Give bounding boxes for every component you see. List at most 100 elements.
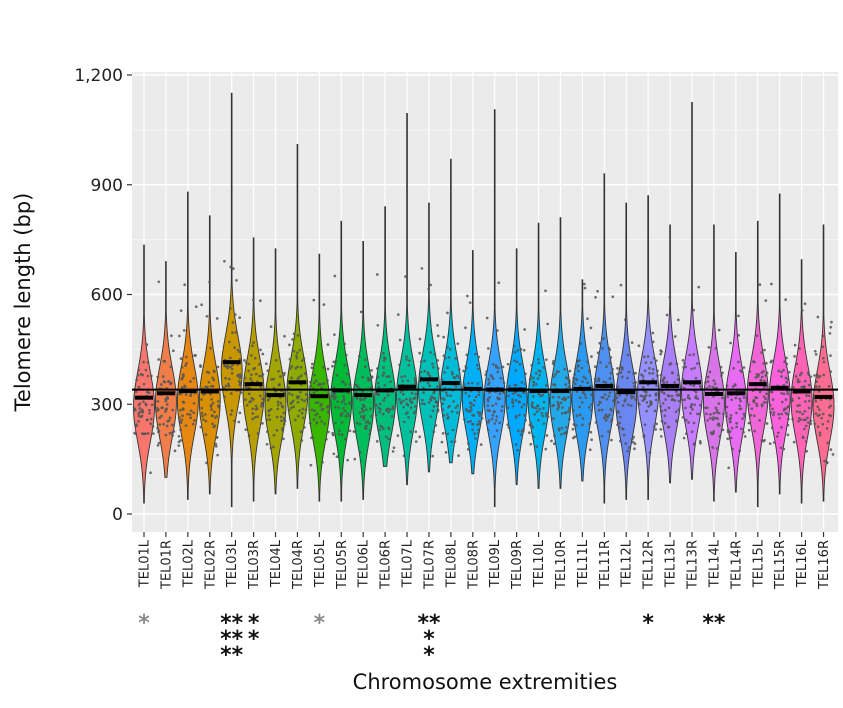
data-point bbox=[494, 419, 498, 422]
data-point bbox=[660, 409, 664, 413]
x-tick-label: TEL16R bbox=[817, 540, 832, 590]
data-point bbox=[254, 372, 258, 376]
data-point bbox=[363, 358, 367, 362]
data-point bbox=[803, 379, 807, 383]
data-point bbox=[528, 423, 532, 427]
data-point bbox=[362, 414, 366, 418]
data-point bbox=[193, 419, 196, 422]
data-point bbox=[288, 343, 291, 347]
data-point bbox=[514, 416, 518, 419]
data-point bbox=[829, 448, 833, 451]
data-point bbox=[227, 382, 230, 386]
data-point bbox=[201, 414, 205, 418]
x-tick-label: TEL13R bbox=[686, 540, 701, 590]
data-point bbox=[616, 367, 619, 370]
data-point bbox=[183, 385, 187, 389]
mean-bar-TEL02L bbox=[178, 389, 197, 394]
data-point bbox=[708, 370, 712, 374]
data-point bbox=[299, 390, 302, 394]
data-point bbox=[513, 359, 517, 363]
data-point bbox=[230, 372, 234, 375]
data-point bbox=[756, 375, 760, 378]
data-point bbox=[502, 381, 506, 385]
data-point bbox=[258, 374, 262, 378]
data-point bbox=[294, 367, 298, 370]
data-point bbox=[477, 431, 480, 435]
data-point bbox=[654, 393, 658, 396]
data-point bbox=[442, 398, 446, 401]
data-point bbox=[326, 430, 330, 434]
data-point bbox=[632, 372, 635, 375]
data-point bbox=[551, 395, 555, 399]
data-point bbox=[269, 325, 273, 329]
data-point bbox=[177, 440, 181, 444]
data-point bbox=[264, 362, 268, 366]
data-point bbox=[817, 390, 821, 393]
data-point bbox=[698, 440, 702, 443]
data-point bbox=[347, 414, 351, 418]
data-point bbox=[573, 372, 577, 376]
data-point bbox=[199, 425, 203, 429]
data-point bbox=[770, 282, 773, 286]
data-point bbox=[407, 363, 411, 367]
data-point bbox=[794, 375, 798, 378]
data-point bbox=[578, 359, 581, 362]
data-point bbox=[298, 348, 302, 352]
data-point bbox=[275, 415, 279, 419]
data-point bbox=[149, 417, 153, 421]
data-point bbox=[529, 421, 532, 425]
data-point bbox=[593, 380, 597, 384]
data-point bbox=[491, 413, 495, 417]
data-point bbox=[560, 411, 564, 415]
data-point bbox=[211, 401, 215, 405]
data-point bbox=[771, 398, 775, 402]
data-point bbox=[215, 415, 218, 418]
data-point bbox=[346, 458, 349, 462]
data-point bbox=[491, 377, 495, 380]
data-point bbox=[311, 362, 314, 366]
data-point bbox=[815, 380, 819, 383]
data-point bbox=[659, 435, 663, 438]
data-point bbox=[243, 359, 246, 362]
data-point bbox=[233, 346, 236, 350]
data-point bbox=[244, 398, 247, 401]
data-point bbox=[249, 399, 253, 403]
data-point bbox=[171, 434, 174, 437]
data-point bbox=[450, 440, 454, 444]
data-point bbox=[563, 411, 567, 415]
data-point bbox=[471, 422, 474, 426]
data-point bbox=[765, 392, 768, 396]
data-point bbox=[247, 392, 251, 396]
data-point bbox=[447, 356, 451, 359]
data-point bbox=[705, 406, 709, 410]
data-point bbox=[157, 280, 161, 284]
data-point bbox=[310, 408, 314, 412]
data-point bbox=[760, 403, 764, 406]
data-point bbox=[667, 394, 671, 398]
data-point bbox=[552, 417, 555, 420]
data-point bbox=[261, 422, 264, 425]
data-point bbox=[648, 451, 652, 454]
data-point bbox=[589, 430, 593, 434]
data-point bbox=[813, 422, 817, 426]
data-point bbox=[647, 405, 650, 408]
data-point bbox=[820, 416, 824, 420]
data-point bbox=[214, 444, 218, 448]
data-point bbox=[431, 362, 434, 366]
data-point bbox=[343, 409, 347, 413]
data-point bbox=[469, 408, 473, 411]
data-point bbox=[568, 369, 572, 373]
data-point bbox=[596, 351, 600, 355]
data-point bbox=[231, 321, 235, 324]
data-point bbox=[671, 371, 674, 375]
data-point bbox=[448, 347, 452, 351]
x-tick-label: TEL14L bbox=[707, 539, 722, 588]
data-point bbox=[762, 439, 765, 443]
data-point bbox=[265, 442, 269, 446]
data-point bbox=[333, 333, 336, 337]
data-point bbox=[227, 384, 231, 388]
data-point bbox=[567, 379, 571, 382]
data-point bbox=[586, 381, 590, 384]
data-point bbox=[797, 396, 801, 400]
data-point bbox=[157, 358, 161, 361]
